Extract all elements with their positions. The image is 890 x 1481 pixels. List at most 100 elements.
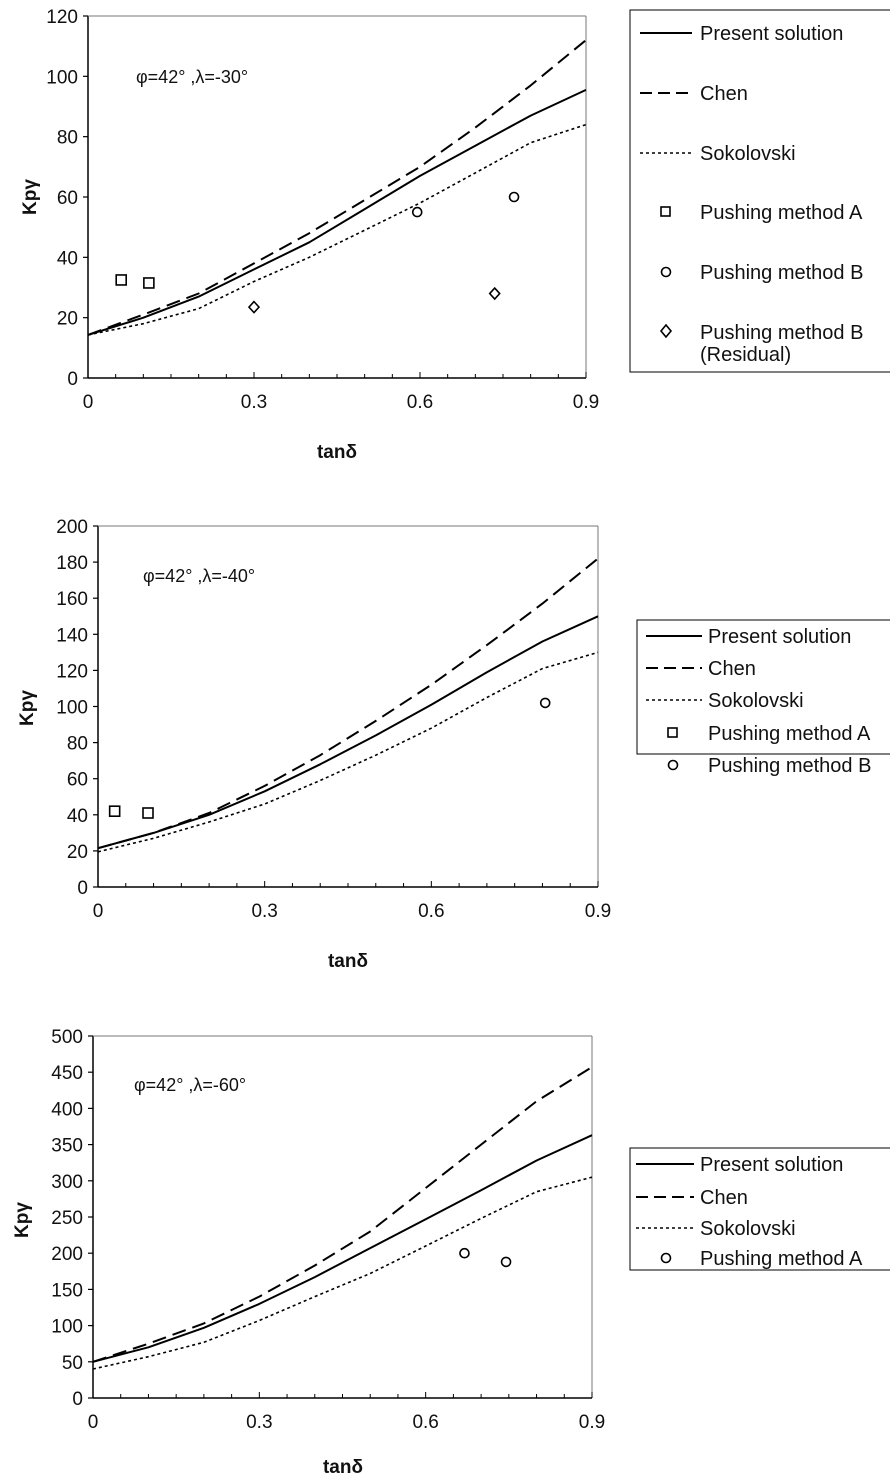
chart-1-series-solid — [88, 90, 586, 335]
chart-2-xtick-label: 0.6 — [418, 901, 444, 922]
chart-1-ytick-label: 60 — [57, 188, 78, 209]
chart-1-marker-diamond — [490, 288, 500, 299]
chart-3-ytick-label: 400 — [51, 1099, 83, 1120]
chart-1-ytick-label: 100 — [46, 67, 78, 88]
chart-1-marker-square — [116, 275, 126, 285]
chart-2-ytick-label: 140 — [56, 625, 88, 646]
chart-3-legend: Present solution Chen Sokolovski Pushing… — [630, 1148, 890, 1270]
chart-2-xtick-label: 0 — [93, 901, 104, 922]
chart-2-marker-square — [143, 808, 153, 818]
chart-1-xtick-label: 0.3 — [241, 392, 267, 413]
chart-2-xlabel: tanδ — [328, 951, 368, 972]
chart-1-legend-marker-pushing-b-residual — [661, 325, 671, 337]
chart-2-legend-label-pushing-b: Pushing method B — [708, 755, 871, 777]
chart-2-marker-circle — [541, 698, 550, 707]
chart-2-xtick-label: 0.3 — [251, 901, 277, 922]
chart-3-legend-label-chen: Chen — [700, 1187, 748, 1209]
chart-2-series-solid — [98, 616, 598, 848]
chart-2-legend-label-sokolovski: Sokolovski — [708, 690, 804, 712]
chart-2-legend-marker-pushing-b — [669, 761, 678, 770]
chart-2-legend-label-chen: Chen — [708, 658, 756, 680]
chart-3-ytick-label: 450 — [51, 1063, 83, 1084]
chart-1-marker-circle — [413, 208, 422, 217]
chart-3-ytick-label: 200 — [51, 1244, 83, 1265]
chart-2-ytick-label: 200 — [56, 517, 88, 538]
chart-2-legend-marker-pushing-a — [668, 728, 677, 737]
chart-1-legend-label-line-1: Pushing method B — [700, 322, 863, 344]
chart-2-xtick-label: 0.9 — [585, 901, 611, 922]
chart-1-legend-label-pushing-a: Pushing method A — [700, 202, 863, 224]
chart-1-legend-label-chen: Chen — [700, 83, 748, 105]
chart-3-xtick-label: 0.9 — [579, 1412, 605, 1433]
chart-2-ytick-label: 120 — [56, 661, 88, 682]
chart-1-legend-box — [630, 10, 890, 372]
chart-3-ylabel: Kpγ — [12, 1202, 33, 1238]
chart-1-legend-marker-pushing-b — [662, 268, 671, 277]
chart-1-ytick-label: 20 — [57, 309, 78, 330]
chart-1-ytick-label: 40 — [57, 248, 78, 269]
chart-1-xlabel: tanδ — [317, 442, 357, 463]
chart-3: 0 50 100 150 200 250 300 350 400 450 500 0 0.3 0.6 0.9… — [12, 1027, 890, 1478]
chart-1-ytick-label: 0 — [67, 369, 78, 390]
chart-2-ytick-label: 160 — [56, 589, 88, 610]
chart-2-ytick-label: 40 — [67, 806, 88, 827]
chart-1-legend: Present solution Chen Sokolovski Pushing… — [630, 10, 890, 372]
chart-1-ticks: 0 20 40 60 80 100 120 0 0.3 0.6 0.9 — [46, 7, 599, 413]
chart-1-xtick-label: 0.6 — [407, 392, 433, 413]
chart-1-ytick-label: 80 — [57, 128, 78, 149]
chart-3-ytick-label: 100 — [51, 1317, 83, 1338]
chart-2-ytick-label: 0 — [77, 878, 88, 899]
chart-2-series — [98, 559, 598, 852]
chart-3-ytick-label: 300 — [51, 1172, 83, 1193]
chart-1-marker-square — [144, 278, 154, 288]
chart-1-annotation: φ=42° ,λ=-30° — [136, 67, 248, 87]
chart-3-xlabel: tanδ — [323, 1457, 363, 1478]
chart-2-legend: Present solution Chen Sokolovski Pushing… — [637, 620, 890, 777]
chart-3-ytick-label: 500 — [51, 1027, 83, 1048]
chart-1-xtick-label: 0.9 — [573, 392, 599, 413]
chart-2-plot: 0 20 40 60 80 100 120 140 160 180 200 0 0.3 0.6 0.9 — [56, 517, 611, 922]
chart-3-legend-label-present: Present solution — [700, 1154, 843, 1176]
chart-3-ytick-label: 150 — [51, 1280, 83, 1301]
chart-3-series — [93, 1067, 592, 1369]
chart-3-annotation: φ=42° ,λ=-60° — [134, 1075, 246, 1095]
chart-2-legend-label-present: Present solution — [708, 626, 851, 648]
chart-1-legend-label-sokolovski: Sokolovski — [700, 143, 796, 165]
chart-1-legend-label-pushing-b: Pushing method B — [700, 262, 863, 284]
chart-3-legend-label-sokolovski: Sokolovski — [700, 1218, 796, 1240]
chart-1-ytick-label: 120 — [46, 7, 78, 28]
chart-1-marker-diamond — [249, 302, 259, 313]
chart-2-ytick-label: 80 — [67, 734, 88, 755]
chart-2-ylabel: Kpγ — [17, 690, 38, 726]
chart-3-legend-label-pushing-a: Pushing method A — [700, 1248, 863, 1270]
chart-1-xtick-label: 0 — [83, 392, 94, 413]
chart-1-marker-circle — [510, 193, 519, 202]
chart-1-plot: 0 20 40 60 80 100 120 0 0.3 0.6 0.9 — [46, 7, 599, 413]
chart-3-marker-circle — [460, 1249, 469, 1258]
chart-2-annotation: φ=42° ,λ=-40° — [143, 566, 255, 586]
chart-2-ytick-label: 20 — [67, 842, 88, 863]
chart-2-legend-label-pushing-a: Pushing method A — [708, 723, 871, 745]
chart-1-legend-label-present: Present solution — [700, 23, 843, 45]
chart-3-ytick-label: 50 — [62, 1353, 83, 1374]
chart-3-xtick-label: 0 — [88, 1412, 99, 1433]
chart-2-marker-square — [110, 806, 120, 816]
chart-2-ytick-label: 60 — [67, 770, 88, 791]
chart-2-markers — [110, 698, 550, 818]
chart-3-ytick-label: 0 — [72, 1389, 83, 1410]
chart-2-ytick-label: 180 — [56, 553, 88, 574]
chart-2-ticks: 0204060801001201401601802000 0.3 0.6 0.9 — [56, 517, 611, 922]
chart-3-series-dashed — [93, 1067, 592, 1362]
chart-1-markers — [116, 193, 518, 313]
chart-3-markers — [460, 1249, 511, 1267]
chart-3-xtick-label: 0.6 — [412, 1412, 438, 1433]
chart-3-xtick-label: 0.3 — [246, 1412, 272, 1433]
chart-1-legend-marker-pushing-a — [661, 207, 670, 216]
chart-1-legend-label-line-2: (Residual) — [700, 344, 791, 366]
chart-2-series-dotted — [98, 652, 598, 851]
chart-2-series-dashed — [98, 559, 598, 849]
chart-1-ylabel: Kpγ — [20, 179, 41, 215]
chart-3-marker-circle — [502, 1257, 511, 1266]
